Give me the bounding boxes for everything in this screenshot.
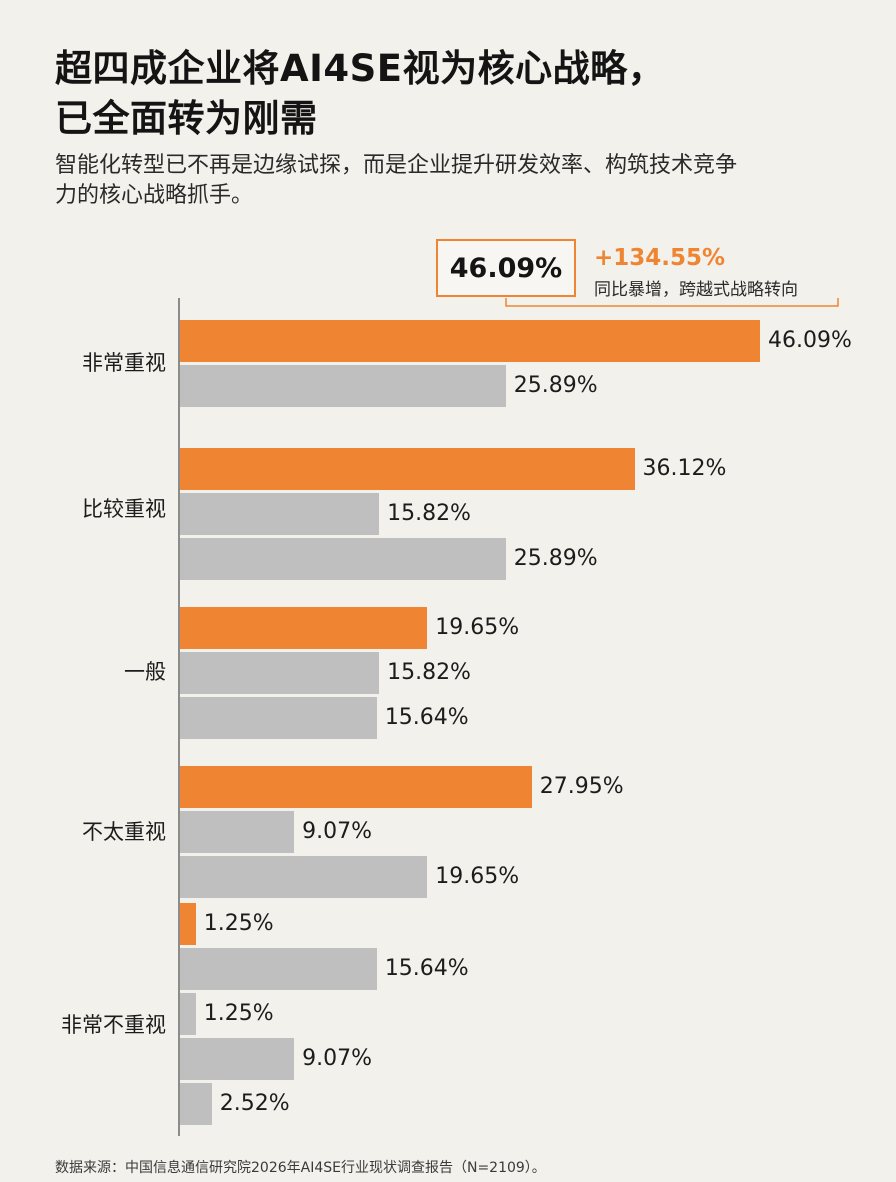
bar-value-label: 2.52% <box>219 1091 290 1116</box>
bar-value-label: 9.07% <box>302 1046 373 1071</box>
callout-value-box: 46.09% <box>436 239 576 297</box>
bar-value-label: 9.07% <box>302 819 373 844</box>
source-note: 数据来源：中国信息通信研究院2026年AI4SE行业现状调查报告（N=2109）… <box>55 1160 546 1176</box>
bar-comparison <box>180 538 506 580</box>
bar-value-label: 46.09% <box>768 328 852 353</box>
bar-value-label: 1.25% <box>203 911 274 936</box>
bar-value-label: 15.82% <box>387 501 471 526</box>
bar-value-label: 15.64% <box>384 705 469 730</box>
bar-value-label: 15.82% <box>387 660 471 685</box>
chart-axis-line <box>178 298 180 1136</box>
bar-comparison <box>180 493 380 535</box>
callout-growth: +134.55% <box>594 245 726 271</box>
bar-comparison <box>180 652 380 694</box>
title-line-2: 已全面转为刚需 <box>55 97 318 140</box>
bar-highlight <box>180 448 635 490</box>
category-label: 非常不重视 <box>61 1013 166 1037</box>
bar-comparison <box>180 365 506 407</box>
bar-value-label: 1.25% <box>203 1001 274 1026</box>
page-title: 超四成企业将AI4SE视为核心战略， 已全面转为刚需 <box>55 44 855 144</box>
bar-value-label: 15.64% <box>384 956 469 981</box>
bar-value-label: 25.89% <box>513 546 598 571</box>
subtitle-line-2: 力的核心战略抓手。 <box>55 183 254 208</box>
category-label: 不太重视 <box>82 820 166 844</box>
category-label: 非常重视 <box>82 351 166 375</box>
category-label: 比较重视 <box>82 497 166 521</box>
callout-note: 同比暴增，跨越式战略转向 <box>594 280 798 300</box>
callout-value: 46.09% <box>449 252 563 284</box>
bar-highlight <box>180 903 196 945</box>
bar-highlight <box>180 320 760 362</box>
title-line-1: 超四成企业将AI4SE视为核心战略， <box>55 47 666 90</box>
bar-comparison <box>180 948 377 990</box>
bar-value-label: 36.12% <box>642 456 727 481</box>
bar-comparison <box>180 993 196 1035</box>
callout-bracket-line <box>505 298 839 307</box>
bar-highlight <box>180 766 532 808</box>
bar-comparison <box>180 811 295 853</box>
category-label: 一般 <box>124 660 166 684</box>
page-subtitle: 智能化转型已不再是边缘试探，而是企业提升研发效率、构筑技术竞争 力的核心战略抓手… <box>55 151 855 211</box>
bar-comparison <box>180 1083 212 1125</box>
bar-highlight <box>180 607 428 649</box>
bar-comparison <box>180 1038 295 1080</box>
bar-value-label: 19.65% <box>435 615 520 640</box>
bar-value-label: 19.65% <box>435 864 520 889</box>
bar-value-label: 27.95% <box>539 774 624 799</box>
bar-value-label: 25.89% <box>513 373 598 398</box>
subtitle-line-1: 智能化转型已不再是边缘试探，而是企业提升研发效率、构筑技术竞争 <box>55 153 738 178</box>
bar-comparison <box>180 697 377 739</box>
bar-comparison <box>180 856 428 898</box>
